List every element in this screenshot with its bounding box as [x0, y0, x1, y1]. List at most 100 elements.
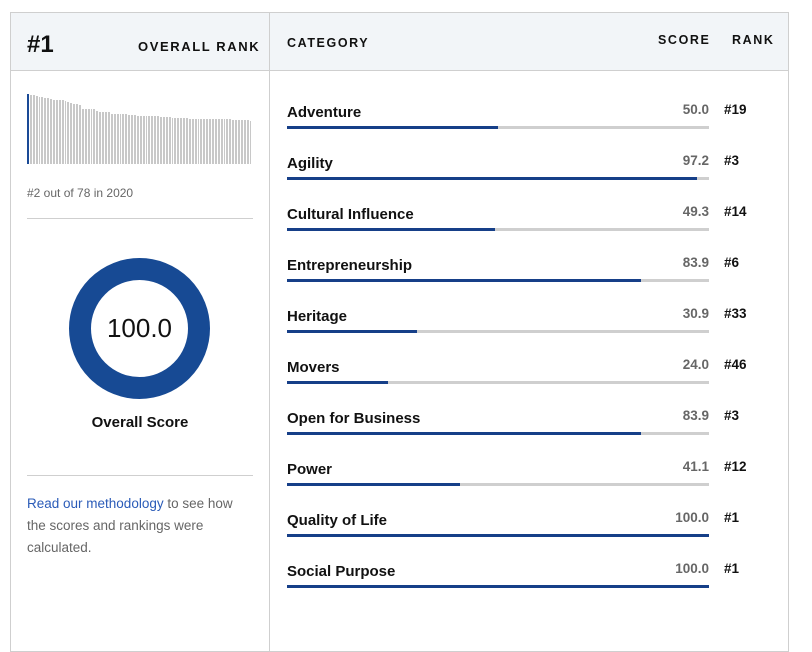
distribution-bar	[81, 108, 84, 164]
methodology-text: to see how the scores and rankings were …	[27, 496, 233, 555]
distribution-bar	[246, 119, 249, 164]
category-rank: #3	[724, 408, 740, 423]
score-bar-fill	[287, 279, 642, 282]
score-bar-track	[287, 585, 709, 588]
distribution-bar	[174, 117, 177, 164]
category-name: Cultural Influence	[287, 206, 414, 223]
distribution-bar	[168, 117, 171, 164]
category-rank: #1	[724, 510, 740, 525]
category-score: 49.3	[682, 204, 709, 219]
distribution-bar	[64, 101, 67, 164]
distribution-bar	[151, 116, 154, 164]
distribution-bar	[35, 96, 38, 164]
distribution-bar	[240, 119, 243, 164]
distribution-bar	[32, 95, 35, 164]
category-name: Entrepreneurship	[287, 257, 413, 274]
distribution-bar	[128, 115, 131, 164]
distribution-bar	[53, 99, 55, 164]
category-rank: #46	[724, 357, 747, 372]
distribution-bar	[243, 119, 246, 164]
category-rank: #14	[724, 204, 747, 219]
distribution-bar	[29, 95, 32, 164]
distribution-bar	[110, 113, 113, 164]
distribution-bar	[90, 108, 93, 164]
distribution-bar	[148, 116, 151, 164]
category-score: 24.0	[682, 357, 709, 372]
distribution-bar	[206, 118, 209, 164]
distribution-bar	[214, 119, 217, 164]
score-bar-fill	[287, 228, 496, 231]
distribution-bar	[133, 115, 136, 164]
distribution-bar	[235, 119, 238, 164]
distribution-bar	[180, 117, 183, 164]
category-name: Open for Business	[287, 410, 421, 427]
distribution-bar	[223, 119, 226, 164]
distribution-bar	[185, 117, 188, 164]
category-rank: #1	[724, 561, 740, 576]
score-bar-fill	[287, 126, 498, 129]
distribution-bar	[107, 112, 110, 164]
distribution-bar	[194, 118, 197, 164]
score-bar-fill	[287, 330, 418, 333]
methodology-link[interactable]: Read our methodology	[27, 496, 164, 511]
distribution-bar	[226, 119, 229, 164]
distribution-bar	[203, 118, 206, 164]
category-name: Quality of Life	[287, 512, 388, 529]
category-score: 41.1	[682, 459, 709, 474]
distribution-bar	[76, 103, 79, 164]
score-bar-track	[287, 381, 709, 384]
distribution-bar	[38, 96, 41, 164]
score-bar-fill	[287, 432, 642, 435]
distribution-bar	[79, 104, 81, 164]
category-row: Open for Business 83.9 #3	[287, 408, 777, 471]
score-bar-track	[287, 177, 709, 180]
distribution-bar	[73, 103, 76, 164]
category-score: 30.9	[682, 306, 709, 321]
distribution-bar	[145, 115, 148, 164]
distribution-bar	[99, 111, 102, 164]
overall-score-donut: 100.0	[69, 258, 210, 399]
category-name: Power	[287, 461, 333, 478]
distribution-bar	[44, 97, 47, 164]
score-bar-track	[287, 279, 709, 282]
distribution-bar	[27, 94, 29, 164]
category-score: 100.0	[675, 561, 709, 576]
distribution-bar	[209, 118, 211, 164]
distribution-bar	[220, 119, 223, 164]
distribution-bar	[188, 118, 191, 164]
score-bar-track	[287, 534, 709, 537]
distribution-bar	[125, 114, 128, 164]
category-score: 50.0	[682, 102, 709, 117]
distribution-bar	[87, 108, 90, 164]
distribution-bar	[41, 96, 44, 164]
distribution-bar	[157, 116, 159, 164]
distribution-bar	[67, 101, 70, 164]
distribution-bar	[142, 115, 145, 164]
distribution-bar	[93, 109, 96, 164]
overall-score-label: Overall Score	[91, 414, 189, 431]
distribution-bar	[113, 113, 116, 164]
category-name: Social Purpose	[287, 563, 396, 580]
category-rank: #3	[724, 153, 740, 168]
rank-distribution-chart	[27, 94, 253, 164]
distribution-bar	[61, 100, 64, 164]
score-bar-fill	[287, 381, 389, 384]
distribution-bar	[105, 111, 107, 164]
score-bar-track	[287, 228, 709, 231]
category-score: 83.9	[682, 408, 709, 423]
distribution-bar	[212, 118, 214, 164]
score-bar-track	[287, 432, 709, 435]
score-bar-fill	[287, 483, 461, 486]
category-row: Social Purpose 100.0 #1	[287, 561, 777, 624]
category-rank: #19	[724, 102, 747, 117]
distribution-bar	[229, 119, 232, 164]
rank-header: RANK	[732, 33, 775, 47]
overall-rank-label: OVERALL RANK	[138, 39, 261, 54]
distribution-bar	[191, 118, 194, 164]
distribution-bar	[96, 110, 99, 164]
distribution-bar	[102, 111, 105, 164]
distribution-bar	[58, 99, 61, 164]
category-score: 100.0	[675, 510, 709, 525]
distribution-bar	[139, 115, 142, 164]
methodology-note: Read our methodology to see how the scor…	[27, 493, 253, 559]
